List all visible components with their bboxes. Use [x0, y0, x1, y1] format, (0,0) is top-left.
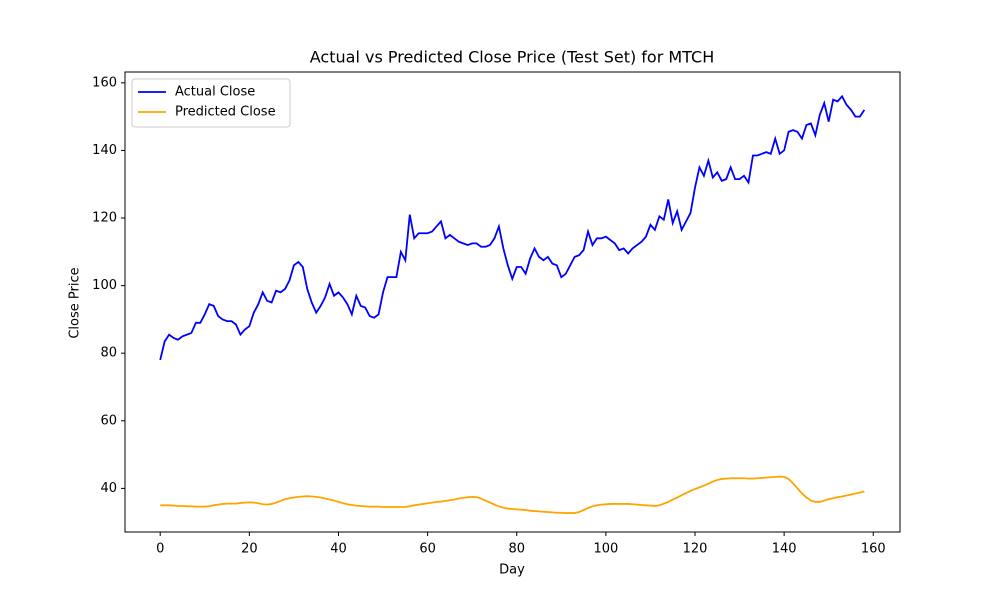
x-tick-label: 140	[772, 542, 797, 557]
x-tick-label: 60	[419, 542, 436, 557]
x-tick-label: 0	[156, 542, 164, 557]
x-tick-label: 120	[683, 542, 708, 557]
plot-frame	[124, 71, 901, 533]
y-tick-label: 160	[92, 75, 117, 90]
data-line	[159, 94, 866, 361]
y-tick-label: 120	[92, 211, 117, 226]
legend-box	[131, 78, 291, 128]
x-tick-label: 160	[861, 542, 886, 557]
x-axis-label: Day	[499, 563, 525, 578]
y-tick-label: 100	[92, 278, 117, 293]
chart-title: Actual vs Predicted Close Price (Test Se…	[310, 48, 714, 67]
y-tick-label: 80	[100, 346, 117, 361]
x-tick-label: 80	[508, 542, 525, 557]
data-line	[160, 475, 865, 514]
legend-label: Actual Close	[175, 85, 255, 100]
x-tick-label: 20	[241, 542, 258, 557]
y-axis-label: Close Price	[68, 267, 83, 338]
y-tick-label: 140	[92, 143, 117, 158]
y-tick-label: 40	[100, 481, 117, 496]
legend: Actual Close Predicted Close	[131, 78, 291, 128]
x-tick-label: 40	[330, 542, 347, 557]
y-tick-label: 60	[100, 413, 117, 428]
x-tick-label: 100	[593, 542, 618, 557]
legend-label: Predicted Close	[175, 105, 276, 120]
